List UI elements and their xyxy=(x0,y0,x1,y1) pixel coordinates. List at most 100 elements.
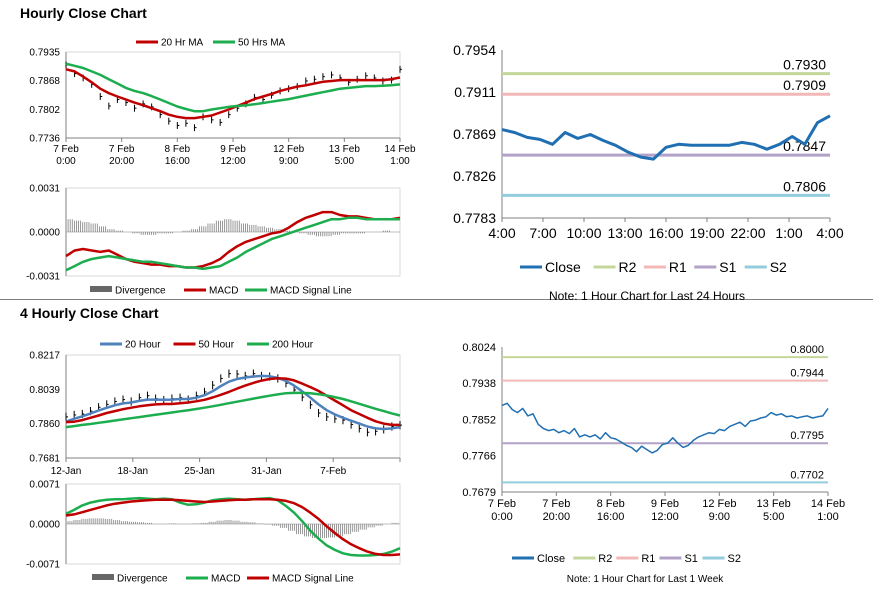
four-hourly-levels-note: Note: 1 Hour Chart for Last 1 Week xyxy=(567,574,725,585)
four-hourly-levels-ytick-label: 0.7679 xyxy=(462,487,496,499)
four-hourly-levels-ytick-label: 0.7766 xyxy=(462,451,496,463)
hourly-price-xtick-label: 7 Feb xyxy=(53,144,79,155)
hourly-price-legend-label: 50 Hrs MA xyxy=(238,38,286,49)
four-hourly-price-plot-area xyxy=(65,354,401,459)
hourly-macd-legend-label: MACD xyxy=(209,286,238,297)
four-hourly-levels-xtick-label: 8 Feb xyxy=(597,498,625,510)
hourly-price-xtick-label: 12 Feb xyxy=(273,144,305,155)
hourly-levels-legend-label: S2 xyxy=(770,259,787,275)
four-hourly-levels-xtick-label: 9 Feb xyxy=(651,498,679,510)
hourly-levels-xtick-label: 19:00 xyxy=(689,225,724,241)
hourly-price-ytick-label: 0.7935 xyxy=(29,48,60,59)
hourly-levels-ytick-label: 0.7869 xyxy=(453,126,496,142)
hourly-levels-level-label: 0.7909 xyxy=(783,77,826,93)
four-hourly-levels-xtick-label: 7 Feb xyxy=(542,498,570,510)
four-hourly-levels-legend-label: R1 xyxy=(641,553,655,565)
four-hourly-macd-ytick-label: 0.0000 xyxy=(29,520,60,531)
hourly-price-xtick-label: 9:00 xyxy=(279,156,299,167)
section-divider xyxy=(0,299,873,300)
hourly-price-plot-area xyxy=(65,51,401,139)
hourly-levels-level-label: 0.7930 xyxy=(783,57,826,73)
hourly-price-xtick-label: 1:00 xyxy=(390,156,410,167)
four-hourly-levels-ytick-label: 0.8024 xyxy=(462,342,496,354)
four-hourly-price-ytick-label: 0.7860 xyxy=(29,419,60,430)
four-hourly-levels-xtick-label: 1:00 xyxy=(817,511,838,523)
four-hourly-price-ytick-label: 0.7681 xyxy=(29,454,60,465)
hourly-price-series-line xyxy=(65,62,401,113)
four-hourly-macd-ytick-label: -0.0071 xyxy=(26,560,60,571)
hourly-levels-xtick-label: 10:00 xyxy=(566,225,601,241)
four-hourly-price-xtick-label: 31-Jan xyxy=(251,466,282,477)
four-hourly-macd-legend-label: MACD xyxy=(211,574,240,585)
hourly-macd-ytick-label: 0.0000 xyxy=(29,228,60,239)
four-hourly-levels-legend-label: S2 xyxy=(728,553,741,565)
hourly-levels-note: Note: 1 Hour Chart for Last 24 Hours xyxy=(549,289,745,303)
hourly-levels-legend-label: S1 xyxy=(719,259,736,275)
hourly-price-xtick-label: 0:00 xyxy=(56,156,76,167)
hourly-levels-close-line xyxy=(501,114,831,161)
four-hourly-levels-xtick-label: 12 Feb xyxy=(702,498,736,510)
four-hourly-levels-xtick-label: 7 Feb xyxy=(488,498,516,510)
hourly-macd-legend-label: Divergence xyxy=(115,286,166,297)
four-hourly-price-ytick-label: 0.8039 xyxy=(29,385,60,396)
hourly-price-ytick-label: 0.7736 xyxy=(29,134,60,145)
four-hourly-price-legend-label: 20 Hour xyxy=(125,340,161,351)
hourly-price-xtick-label: 13 Feb xyxy=(329,144,361,155)
four-hourly-levels-xtick-label: 12:00 xyxy=(651,511,679,523)
hourly-levels-ytick-label: 0.7911 xyxy=(454,84,496,100)
four-hourly-section-title: 4 Hourly Close Chart xyxy=(20,305,159,321)
four-hourly-macd-ytick-label: 0.0071 xyxy=(29,480,60,491)
hourly-macd-ytick-label: 0.0031 xyxy=(29,184,60,195)
four-hourly-levels-xtick-label: 13 Feb xyxy=(757,498,791,510)
four-hourly-levels-legend-label: Close xyxy=(537,553,565,565)
hourly-price-xtick-label: 20:00 xyxy=(109,156,134,167)
hourly-levels-xtick-label: 7:00 xyxy=(529,225,556,241)
hourly-levels-legend-label: R1 xyxy=(669,259,687,275)
four-hourly-macd-series-line xyxy=(65,497,401,557)
four-hourly-levels-legend-label: S1 xyxy=(684,553,697,565)
four-hourly-price-legend-label: 50 Hour xyxy=(199,340,235,351)
four-hourly-levels-level-label: 0.7702 xyxy=(790,469,824,481)
hourly-macd-legend-swatch xyxy=(90,286,112,292)
four-hourly-levels-level-label: 0.7944 xyxy=(790,368,824,380)
hourly-price-xtick-label: 9 Feb xyxy=(220,144,246,155)
hourly-price-ytick-label: 0.7868 xyxy=(29,76,60,87)
hourly-levels-xtick-label: 13:00 xyxy=(607,225,642,241)
four-hourly-levels-ytick-label: 0.7938 xyxy=(462,378,496,390)
four-hourly-levels-level-label: 0.7795 xyxy=(790,430,824,442)
four-hourly-macd-legend-label: Divergence xyxy=(117,574,168,585)
hourly-levels-ytick-label: 0.7826 xyxy=(453,168,496,184)
hourly-levels-xtick-label: 4:00 xyxy=(816,225,843,241)
four-hourly-levels-ytick-label: 0.7852 xyxy=(462,414,496,426)
four-hourly-levels-xtick-label: 14 Feb xyxy=(811,498,845,510)
four-hourly-price-series-line xyxy=(65,377,400,427)
four-hourly-price-series-line xyxy=(65,391,401,429)
hourly-levels-ytick-label: 0.7783 xyxy=(453,210,496,226)
hourly-levels-level-label: 0.7806 xyxy=(783,178,826,194)
hourly-price-xtick-label: 16:00 xyxy=(165,156,190,167)
four-hourly-price-ytick-label: 0.8217 xyxy=(29,351,60,362)
four-hourly-price-xtick-label: 18-Jan xyxy=(118,466,149,477)
hourly-price-xtick-label: 5:00 xyxy=(335,156,355,167)
four-hourly-price-xtick-label: 25-Jan xyxy=(184,466,215,477)
four-hourly-levels-close-line xyxy=(501,402,829,454)
hourly-price-series-line xyxy=(65,68,401,120)
four-hourly-levels-xtick-label: 16:00 xyxy=(597,511,625,523)
four-hourly-levels-xtick-label: 20:00 xyxy=(543,511,571,523)
hourly-price-xtick-label: 7 Feb xyxy=(109,144,135,155)
four-hourly-price-xtick-label: 7-Feb xyxy=(320,466,347,477)
hourly-levels-xtick-label: 4:00 xyxy=(488,225,515,241)
hourly-levels-legend-label: Close xyxy=(545,259,581,275)
four-hourly-levels-xtick-label: 5:00 xyxy=(763,511,784,523)
four-hourly-macd-legend-label: MACD Signal Line xyxy=(272,574,354,585)
hourly-price-ytick-label: 0.7802 xyxy=(29,105,60,116)
four-hourly-price-legend-label: 200 Hour xyxy=(272,340,314,351)
hourly-price-legend-label: 20 Hr MA xyxy=(161,38,204,49)
four-hourly-levels-legend-label: R2 xyxy=(598,553,612,565)
four-hourly-levels-xtick-label: 0:00 xyxy=(491,511,512,523)
hourly-levels-ytick-label: 0.7954 xyxy=(453,42,496,58)
hourly-levels-xtick-label: 16:00 xyxy=(648,225,683,241)
hourly-section-title: Hourly Close Chart xyxy=(20,5,147,21)
four-hourly-price-series-line xyxy=(65,374,401,431)
